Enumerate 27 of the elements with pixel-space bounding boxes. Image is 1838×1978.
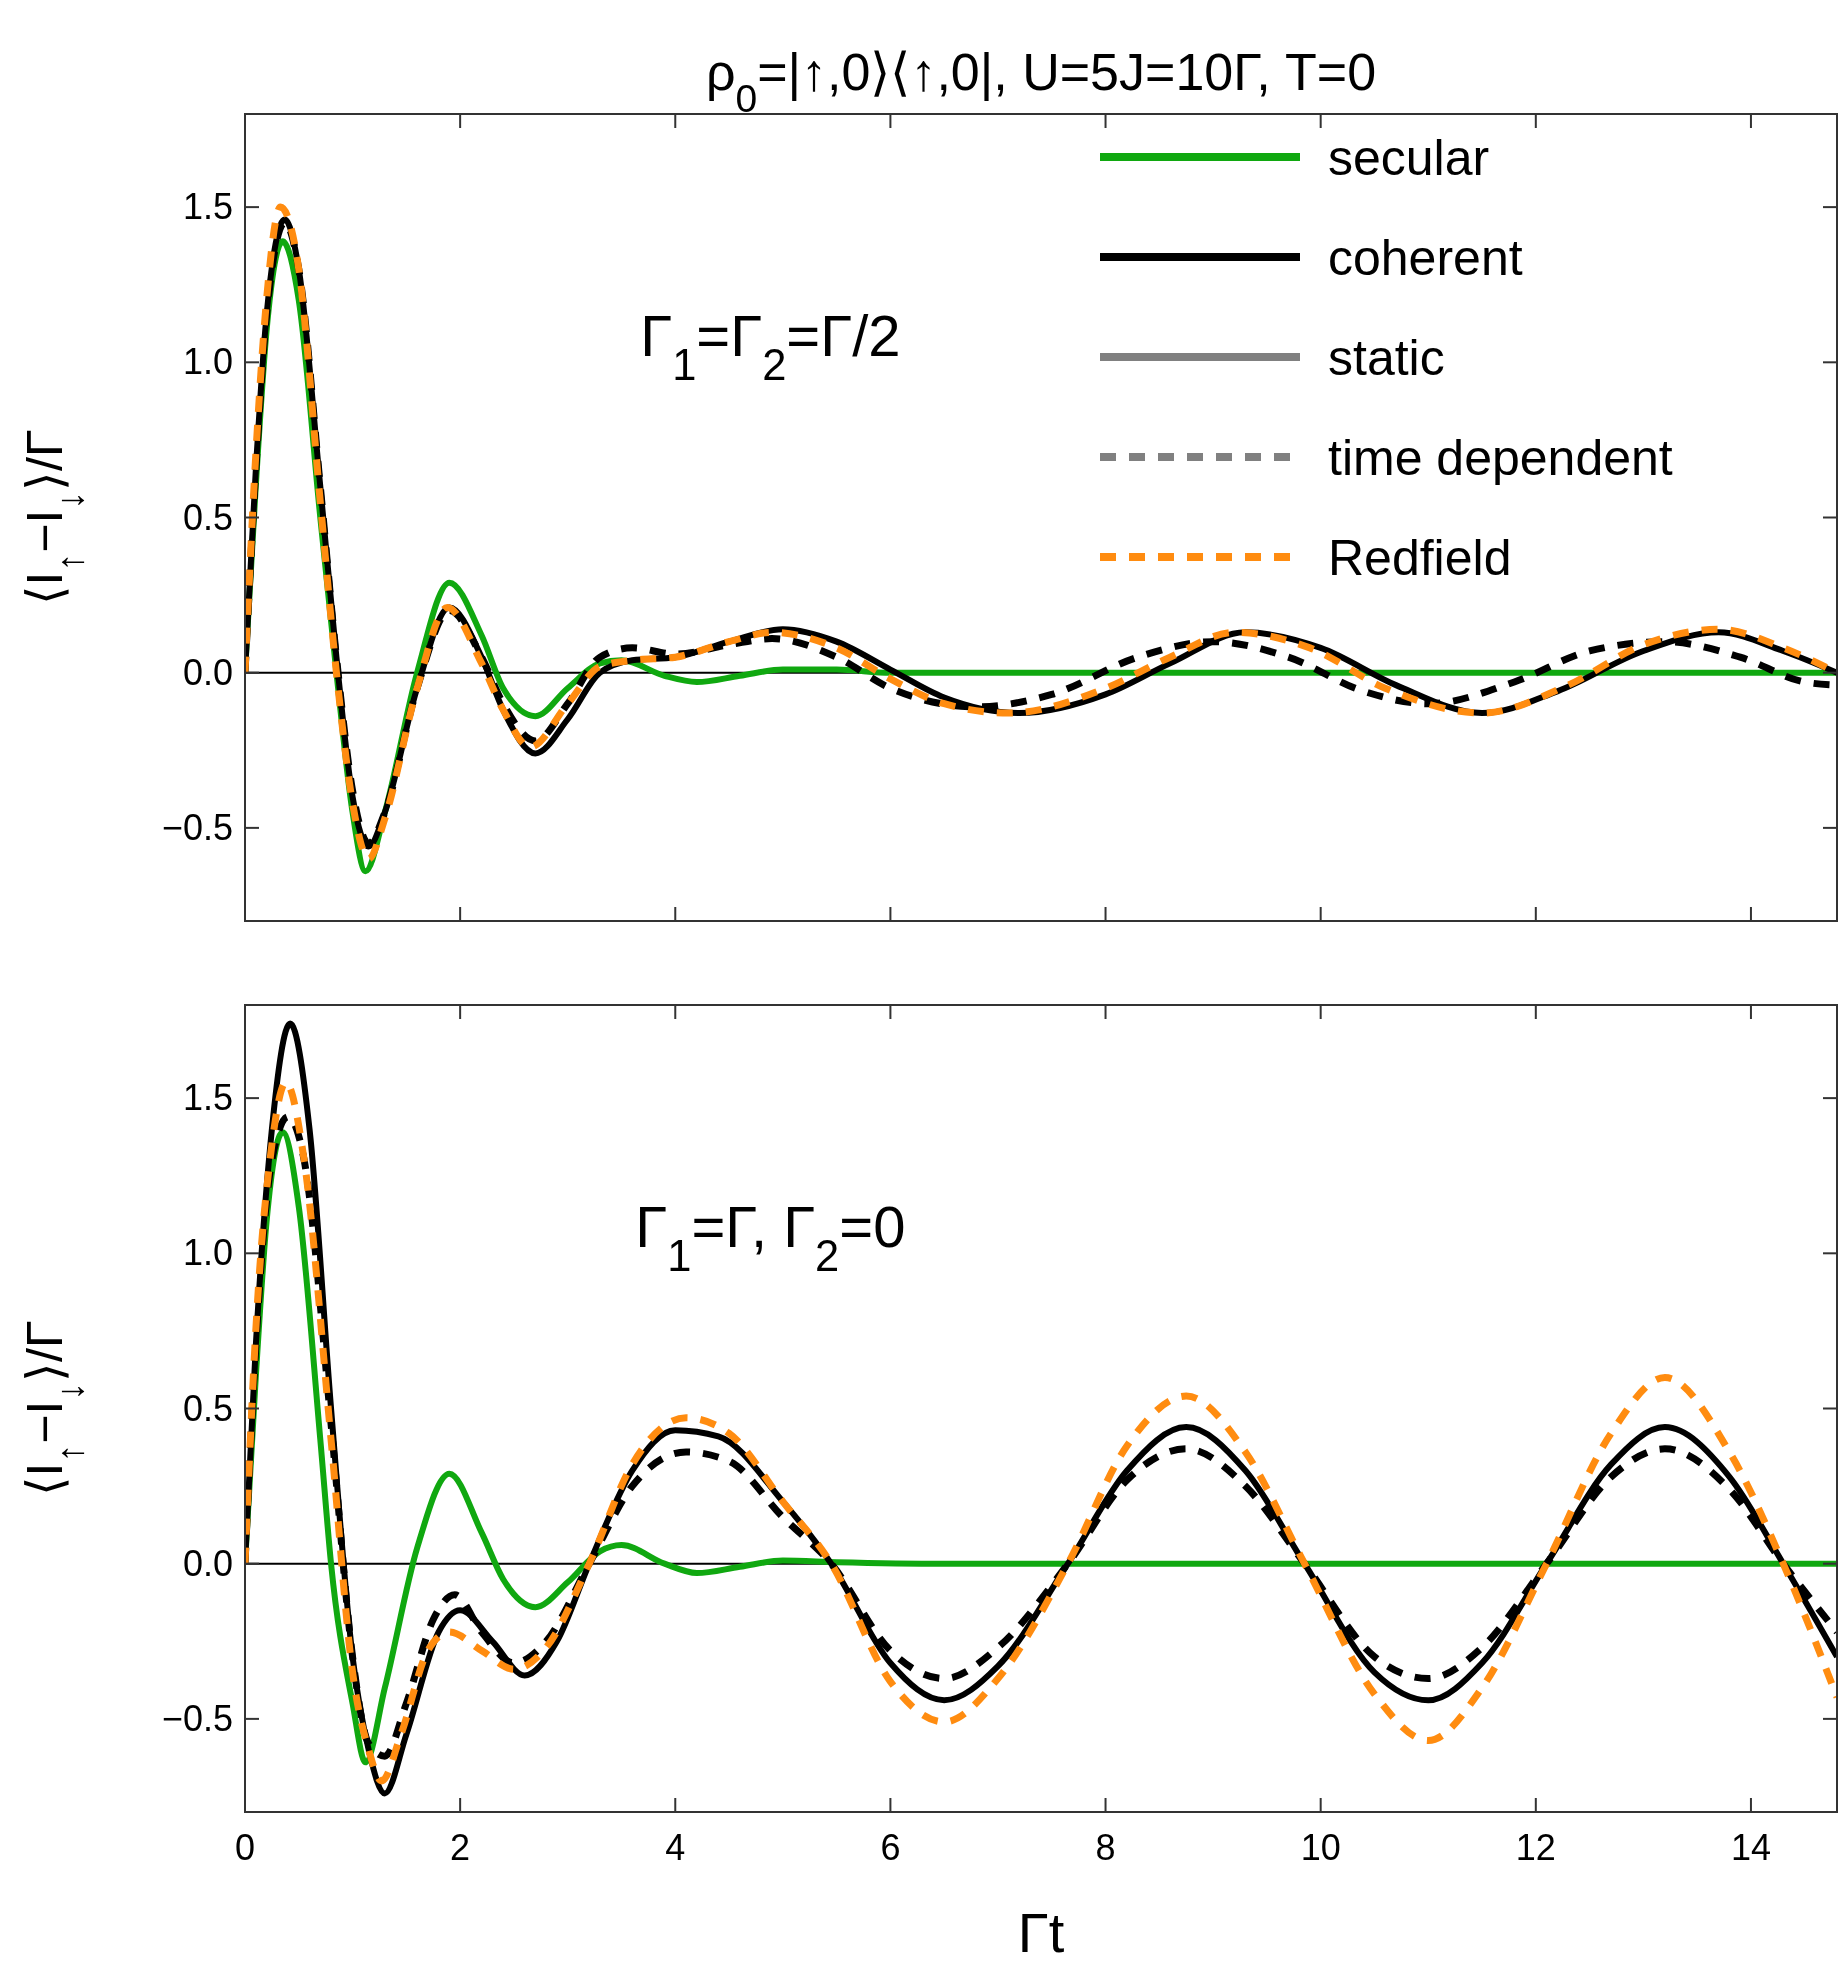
- y-tick-label: 0.0: [182, 651, 233, 693]
- x-tick-label: 4: [665, 1827, 686, 1868]
- chart-title: ρ$_{0}$=|↑,0⟩⟨↑,0|, U=5J=10Γ, T=0: [705, 43, 1377, 120]
- x-tick-label: 12: [1515, 1827, 1556, 1868]
- y-tick-label: 0.0: [182, 1542, 233, 1584]
- y-tick-label: −0.5: [161, 1697, 233, 1739]
- legend-label: time dependent: [1328, 430, 1673, 486]
- annotation: Γ$_{1}$=Γ$_{2}$=Γ/2: [640, 303, 901, 390]
- y-tick-label: 0.5: [182, 1387, 233, 1429]
- x-tick-label: 14: [1730, 1827, 1771, 1868]
- x-tick-label: 10: [1300, 1827, 1341, 1868]
- y-tick-label: 1.0: [182, 1232, 233, 1274]
- y-tick-label: 1.0: [182, 341, 233, 383]
- x-axis-title: Γt: [1017, 1901, 1065, 1964]
- y-tick-label: 1.5: [182, 1077, 233, 1119]
- legend-label: static: [1328, 330, 1445, 386]
- y-tick-label: 0.5: [182, 496, 233, 538]
- y-tick-label: 1.5: [182, 186, 233, 228]
- y-tick-label: −0.5: [161, 806, 233, 848]
- x-tick-label: 0: [234, 1827, 256, 1868]
- x-tick-label: 2: [450, 1827, 471, 1868]
- x-tick-label: 8: [1095, 1827, 1116, 1868]
- x-tick-label: 6: [880, 1827, 901, 1868]
- legend-label: Redfield: [1328, 530, 1512, 586]
- legend-label: coherent: [1328, 230, 1523, 286]
- legend-label: secular: [1328, 130, 1490, 186]
- annotation: Γ$_{1}$=Γ, Γ$_{2}$=0: [635, 1194, 906, 1281]
